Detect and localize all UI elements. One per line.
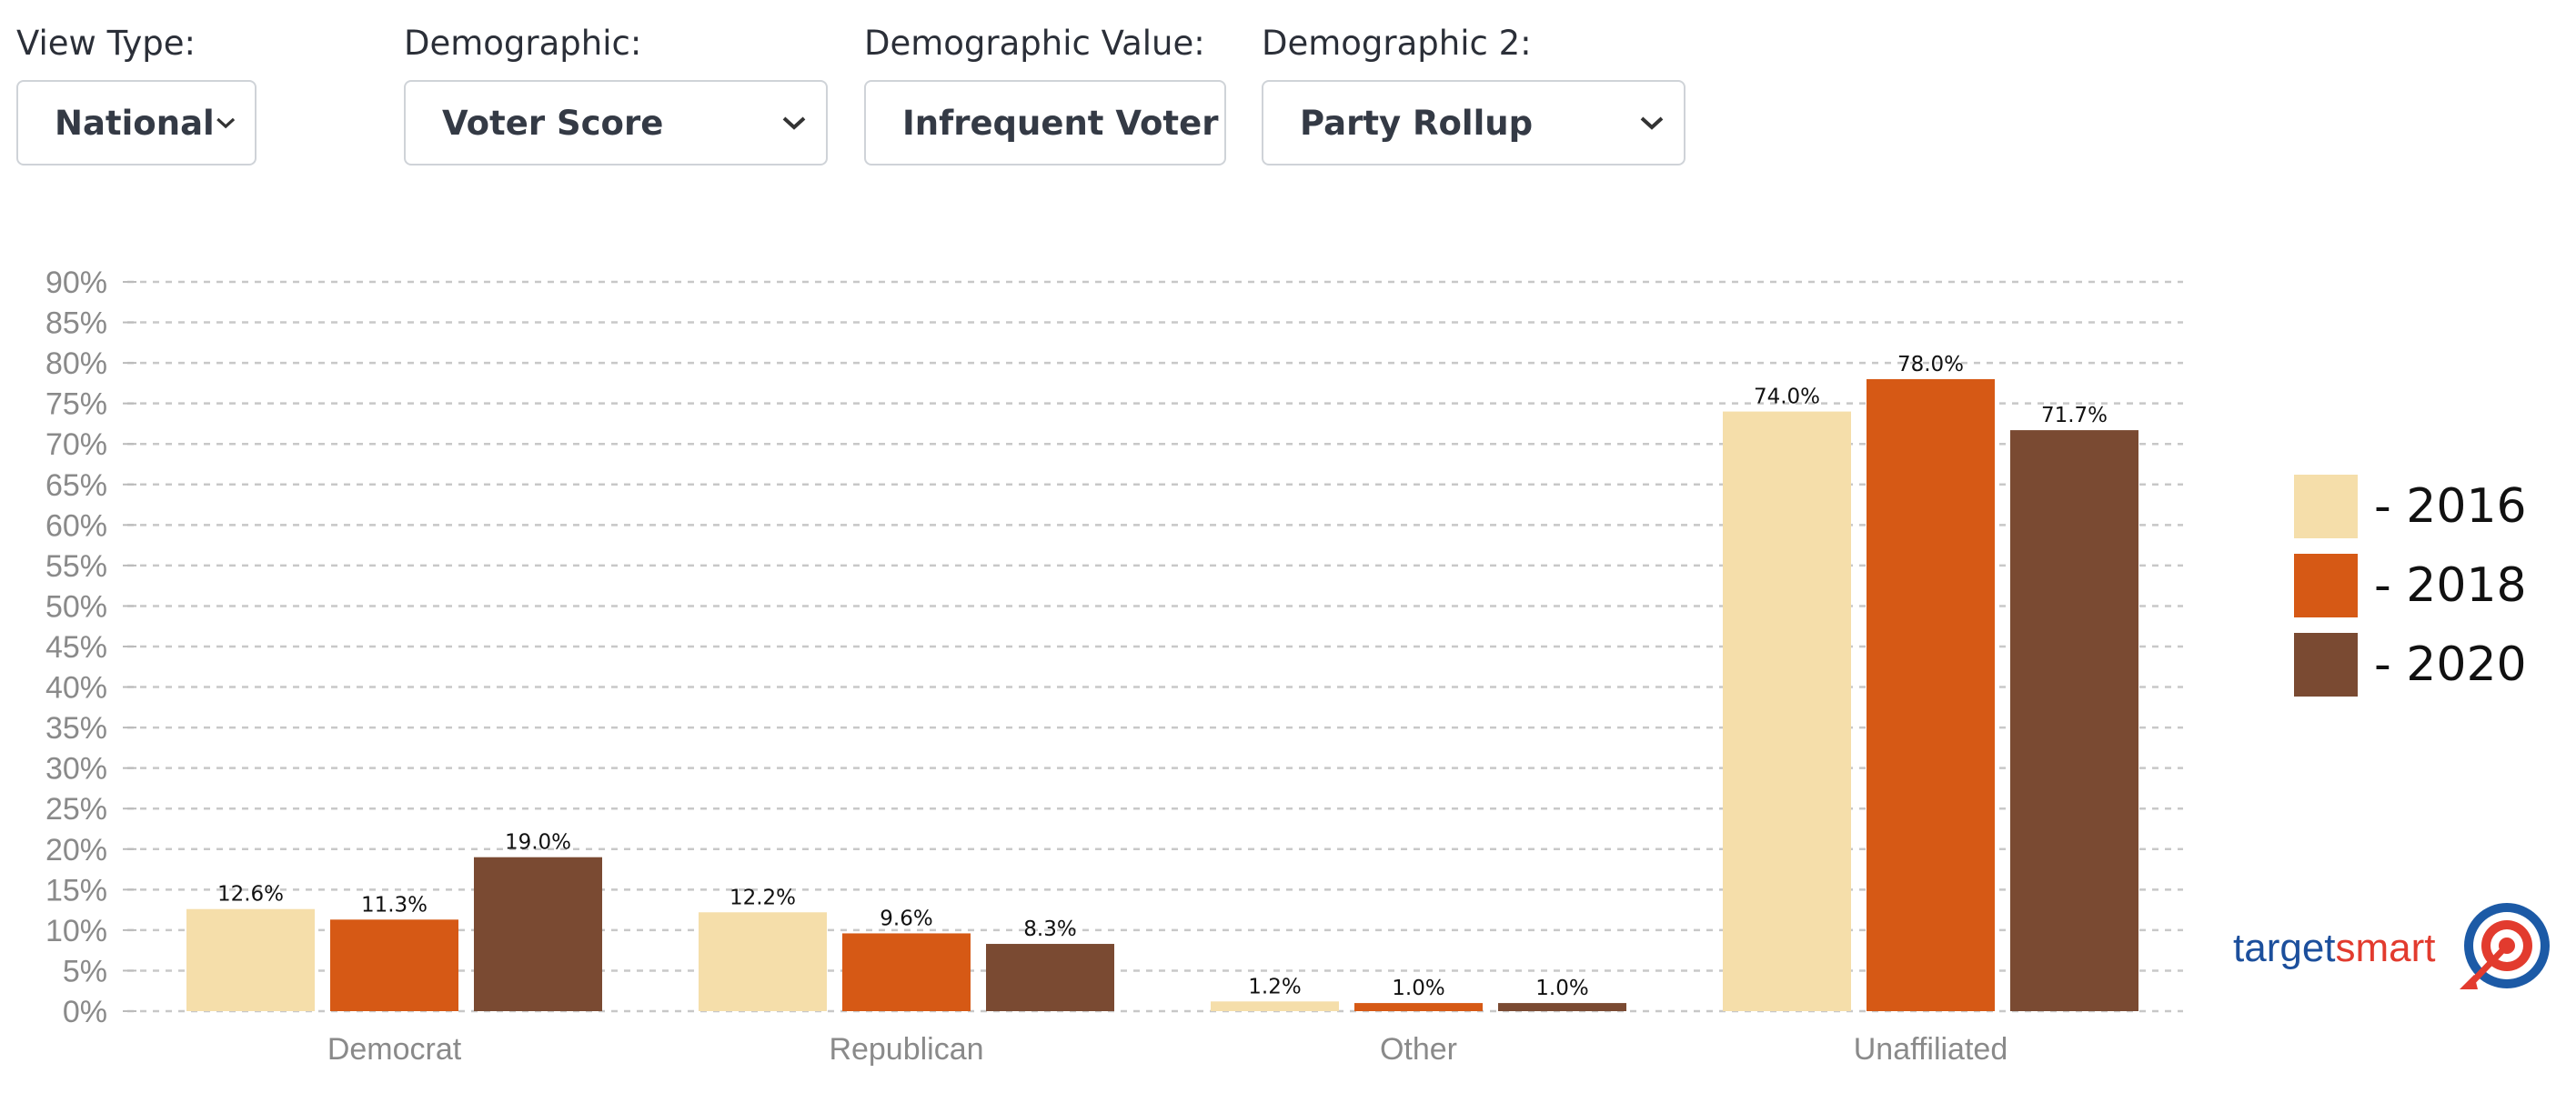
bar — [474, 857, 602, 1011]
y-tick-label: 80% — [45, 346, 107, 381]
bar — [986, 944, 1114, 1011]
chevron-down-icon — [216, 117, 235, 129]
y-tick-label: 75% — [45, 387, 107, 422]
chevron-down-icon — [782, 116, 806, 130]
view-type-select[interactable]: National — [16, 80, 257, 165]
target-logo-icon — [2459, 903, 2550, 989]
bar — [2010, 430, 2138, 1011]
y-tick-label: 25% — [45, 792, 107, 827]
bar — [1723, 411, 1851, 1011]
demographic-value-value: Infrequent Voter — [902, 103, 1219, 143]
data-label: 78.0% — [1897, 353, 1964, 376]
data-label: 1.0% — [1535, 977, 1588, 1000]
chevron-down-icon — [1640, 116, 1664, 130]
data-label: 8.3% — [1023, 917, 1076, 941]
data-label: 1.0% — [1392, 977, 1444, 1000]
demographic-value-select[interactable]: Infrequent Voter — [864, 80, 1226, 165]
bar — [330, 919, 458, 1011]
x-tick-label: Other — [1380, 1032, 1457, 1067]
y-tick-label: 10% — [45, 914, 107, 948]
chart-legend: - 2016 - 2018 - 2020 — [2294, 475, 2527, 712]
y-tick-label: 20% — [45, 833, 107, 867]
bar-chart: 0% 5% 10% 15% 20% 25% 30% 35% 40% 45% 50% 55% 60% 65%… — [45, 266, 2183, 1067]
demographic-2-filter: Demographic 2: Party Rollup — [1262, 20, 1685, 165]
bar — [186, 908, 315, 1011]
y-tick-label: 90% — [45, 266, 107, 300]
y-tick-label: 70% — [45, 427, 107, 462]
legend-item-2016[interactable]: - 2016 — [2294, 475, 2527, 538]
bar — [1498, 1003, 1626, 1011]
demographic-value: Voter Score — [442, 103, 664, 143]
demographic-value-label: Demographic Value: — [864, 24, 1205, 63]
legend-item-2020[interactable]: - 2020 — [2294, 633, 2527, 697]
bar — [699, 912, 827, 1011]
x-tick-label: Unaffiliated — [1854, 1032, 2008, 1067]
legend-item-2018[interactable]: - 2018 — [2294, 554, 2527, 617]
bar — [1211, 1001, 1339, 1011]
x-tick-label: Democrat — [327, 1032, 462, 1067]
view-type-value: National — [55, 103, 215, 143]
demographic-select[interactable]: Voter Score — [404, 80, 828, 165]
data-label: 9.6% — [880, 907, 932, 930]
y-tick-label: 15% — [45, 873, 107, 907]
legend-swatch-2018 — [2294, 554, 2358, 617]
legend-swatch-2020 — [2294, 633, 2358, 697]
legend-label-2016: - 2016 — [2374, 479, 2527, 534]
y-tick-label: 40% — [45, 671, 107, 706]
logo-text-smart: smart — [2335, 926, 2436, 970]
demographic-2-label: Demographic 2: — [1262, 24, 1532, 63]
y-tick-label: 60% — [45, 508, 107, 543]
legend-label-2018: - 2018 — [2374, 558, 2527, 613]
demographic-2-value: Party Rollup — [1300, 103, 1534, 143]
logo-text: targetsmart — [2233, 926, 2436, 971]
logo-text-target: target — [2233, 926, 2336, 970]
view-type-filter: View Type: National — [16, 20, 257, 165]
y-tick-label: 45% — [45, 630, 107, 665]
legend-label-2020: - 2020 — [2374, 637, 2527, 692]
y-tick-label: 30% — [45, 752, 107, 787]
bar — [842, 933, 971, 1011]
legend-swatch-2016 — [2294, 475, 2358, 538]
data-label: 71.7% — [2041, 404, 2108, 427]
y-tick-label: 55% — [45, 549, 107, 584]
data-label: 12.2% — [730, 886, 796, 909]
demographic-label: Demographic: — [404, 24, 642, 63]
y-tick-label: 35% — [45, 711, 107, 746]
y-tick-label: 0% — [63, 995, 107, 1029]
y-tick-label: 65% — [45, 468, 107, 503]
bar — [1354, 1003, 1483, 1011]
demographic-2-select[interactable]: Party Rollup — [1262, 80, 1685, 165]
y-tick-label: 5% — [63, 954, 107, 988]
y-tick-label: 50% — [45, 589, 107, 624]
demographic-filter: Demographic: Voter Score — [404, 20, 828, 165]
data-label: 19.0% — [505, 831, 571, 855]
data-label: 11.3% — [361, 893, 428, 917]
y-tick-label: 85% — [45, 306, 107, 341]
x-tick-label: Republican — [829, 1032, 983, 1067]
demographic-value-filter: Demographic Value: Infrequent Voter — [864, 20, 1226, 165]
view-type-label: View Type: — [16, 24, 196, 63]
data-label: 74.0% — [1754, 386, 1820, 409]
data-label: 12.6% — [217, 883, 284, 907]
bar — [1867, 378, 1995, 1011]
targetsmart-logo: targetsmart — [2233, 898, 2552, 998]
data-label: 1.2% — [1248, 975, 1301, 998]
